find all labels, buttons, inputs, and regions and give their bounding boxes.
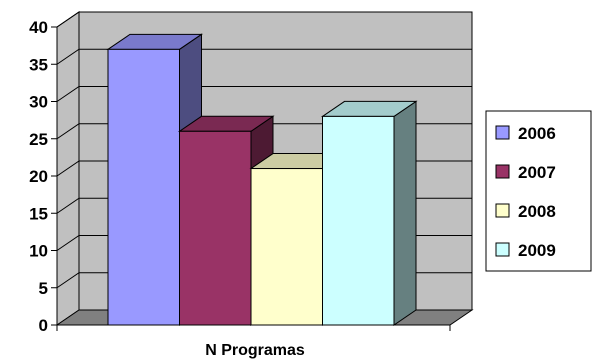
y-tick-label: 5 [39, 279, 48, 298]
y-tick-label: 20 [29, 167, 48, 186]
bar-front [179, 130, 252, 326]
legend-swatch [495, 203, 510, 218]
y-tick-label: 35 [29, 55, 48, 74]
y-tick-label: 0 [39, 316, 48, 335]
gridline [56, 48, 472, 65]
y-tick-label: 25 [29, 130, 48, 149]
y-tick-label: 15 [29, 204, 48, 223]
legend-label: 2007 [518, 163, 556, 182]
bar-front [250, 168, 323, 326]
bar-2009 [320, 100, 418, 326]
gridline [56, 86, 472, 102]
legend-item: 2009 [495, 241, 556, 260]
legend-item: 2007 [495, 163, 556, 182]
legend-label: 2009 [518, 241, 556, 260]
y-tick-label: 10 [29, 242, 48, 261]
legend-swatch [495, 242, 510, 257]
legend-item: 2008 [495, 202, 556, 221]
bar-front [322, 115, 395, 326]
bars [106, 33, 418, 326]
y-tick-label: 40 [29, 18, 48, 37]
gridline [56, 11, 472, 28]
legend-label: 2006 [518, 124, 556, 143]
legend-label: 2008 [518, 202, 556, 221]
y-tick-label: 30 [29, 93, 48, 112]
bar-front [107, 48, 180, 326]
legend: 2006 2007 2008 2009 [485, 110, 592, 272]
legend-item: 2006 [495, 124, 556, 143]
bar-side [393, 100, 417, 326]
legend-swatch [495, 164, 510, 179]
x-axis-label: N Programas [205, 342, 305, 359]
legend-swatch [495, 125, 510, 140]
